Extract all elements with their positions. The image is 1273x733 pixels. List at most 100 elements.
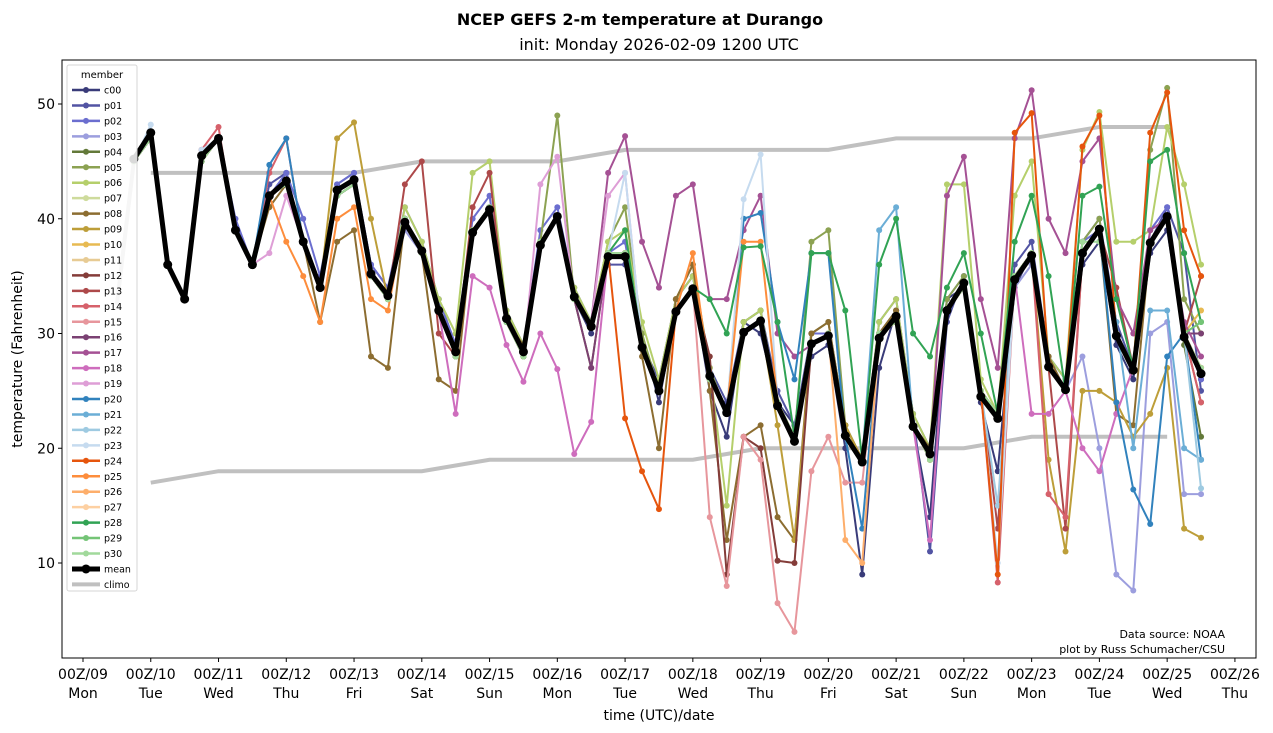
member-point-p08 [723,537,730,544]
member-point-p24 [1079,143,1086,150]
member-point-p05 [622,204,629,211]
member-point-p08 [351,227,358,234]
legend-marker [83,411,89,418]
member-point-p14 [1045,491,1052,498]
member-point-p28 [1045,273,1052,280]
member-point-p03 [1198,491,1205,498]
member-point-p08 [435,376,442,383]
x-tick-label: 00Z/18 [668,667,718,683]
mean-point [1061,385,1071,395]
member-point-p28 [1028,192,1035,199]
member-point-p15 [842,479,849,486]
member-point-p06 [1198,261,1205,268]
member-point-p20 [1130,486,1137,493]
mean-point [925,449,935,459]
legend-label: p11 [104,255,122,266]
member-point-p25 [334,215,341,222]
x-tick-day-label: Mon [1017,686,1047,702]
x-tick-label: 00Z/16 [532,667,582,683]
member-point-p28 [910,330,917,337]
mean-point [976,392,986,402]
x-tick-label: 00Z/09 [58,667,108,683]
legend-marker [83,179,89,186]
member-point-p17 [655,284,662,291]
legend-item-climo: climo [72,580,130,591]
legend-marker [83,365,89,372]
x-tick-day-label: Mon [68,686,98,702]
legend-marker [83,380,89,387]
member-point-p08 [672,296,679,303]
legend-item-p17: p17 [72,348,122,359]
mean-point [1128,365,1138,375]
x-tick-day-label: Tue [612,686,637,702]
mean-point [264,191,274,201]
mean-point [1162,211,1172,221]
mean-point [1145,238,1155,248]
member-point-p20 [1113,399,1120,406]
member-point-p15 [757,456,764,463]
legend-label: p04 [104,147,122,158]
legend-label: p26 [104,487,122,498]
mean-point [891,311,901,321]
climo-lower-line [150,434,1168,485]
legend-label: p28 [104,518,122,529]
legend-item-p13: p13 [72,286,122,297]
y-tick-label: 10 [37,556,55,572]
member-point-p03 [1130,587,1137,594]
mean-point [722,408,732,418]
member-point-p17 [723,296,730,303]
member-point-p28 [774,319,781,326]
member-point-p06 [469,169,476,176]
mean-point [739,327,749,337]
legend-marker [83,457,89,464]
x-axis: 00Z/09 Mon 00Z/10 Tue 00Z/11 Wed 00Z/12 Thu 00Z/… [58,658,1260,702]
member-point-p22 [1198,485,1205,492]
member-point-p18 [486,284,493,291]
legend-item-p06: p06 [72,178,122,189]
mean-point [518,347,528,357]
member-point-p15 [791,628,798,635]
legend-item-p23: p23 [72,441,122,452]
x-tick-day-label: Wed [678,686,709,702]
mean-point [806,339,816,349]
chart-subtitle: init: Monday 2026-02-09 1200 UTC [519,35,799,54]
legend-label: p21 [104,410,122,421]
member-point-p17 [994,364,1001,371]
legend-marker [83,349,89,356]
member-point-p05 [808,238,815,245]
legend-item-p18: p18 [72,364,122,375]
member-point-p17 [639,238,646,245]
legend: member c00 p01 p02 p03 p04 p05 p06 p07 p08 p09 p10… [66,64,138,592]
member-point-p24 [622,415,629,422]
legend-label: p22 [104,425,122,436]
y-tick-label: 30 [37,327,55,343]
member-point-p18 [1079,445,1086,452]
member-point-p20 [283,135,290,142]
member-point-p06 [1164,123,1171,130]
member-point-c00 [588,330,595,337]
mean-point [502,314,511,324]
mean-point [332,185,342,195]
member-point-p28 [927,353,933,360]
member-point-p24 [1147,129,1154,136]
member-point-p18 [927,537,933,544]
member-point-p18 [503,341,510,348]
legend-item-mean: mean [72,564,131,575]
legend-label: p01 [104,101,122,112]
mean-point [773,401,783,411]
legend-label: p03 [104,132,122,143]
x-tick-label: 00Z/25 [1142,667,1192,683]
member-point-p28 [825,250,832,257]
member-point-p21 [1164,307,1171,314]
legend-label: p08 [104,209,122,220]
y-axis: 10 20 30 40 50 [37,97,62,572]
member-point-p24 [1011,129,1018,136]
x-tick-label: 00Z/12 [261,667,311,683]
mean-point [197,151,207,161]
member-point-p20 [757,210,764,217]
member-point-p28 [943,284,950,291]
member-point-p09 [1181,525,1188,532]
legend-label: c00 [104,86,121,97]
member-point-p17 [622,133,629,140]
